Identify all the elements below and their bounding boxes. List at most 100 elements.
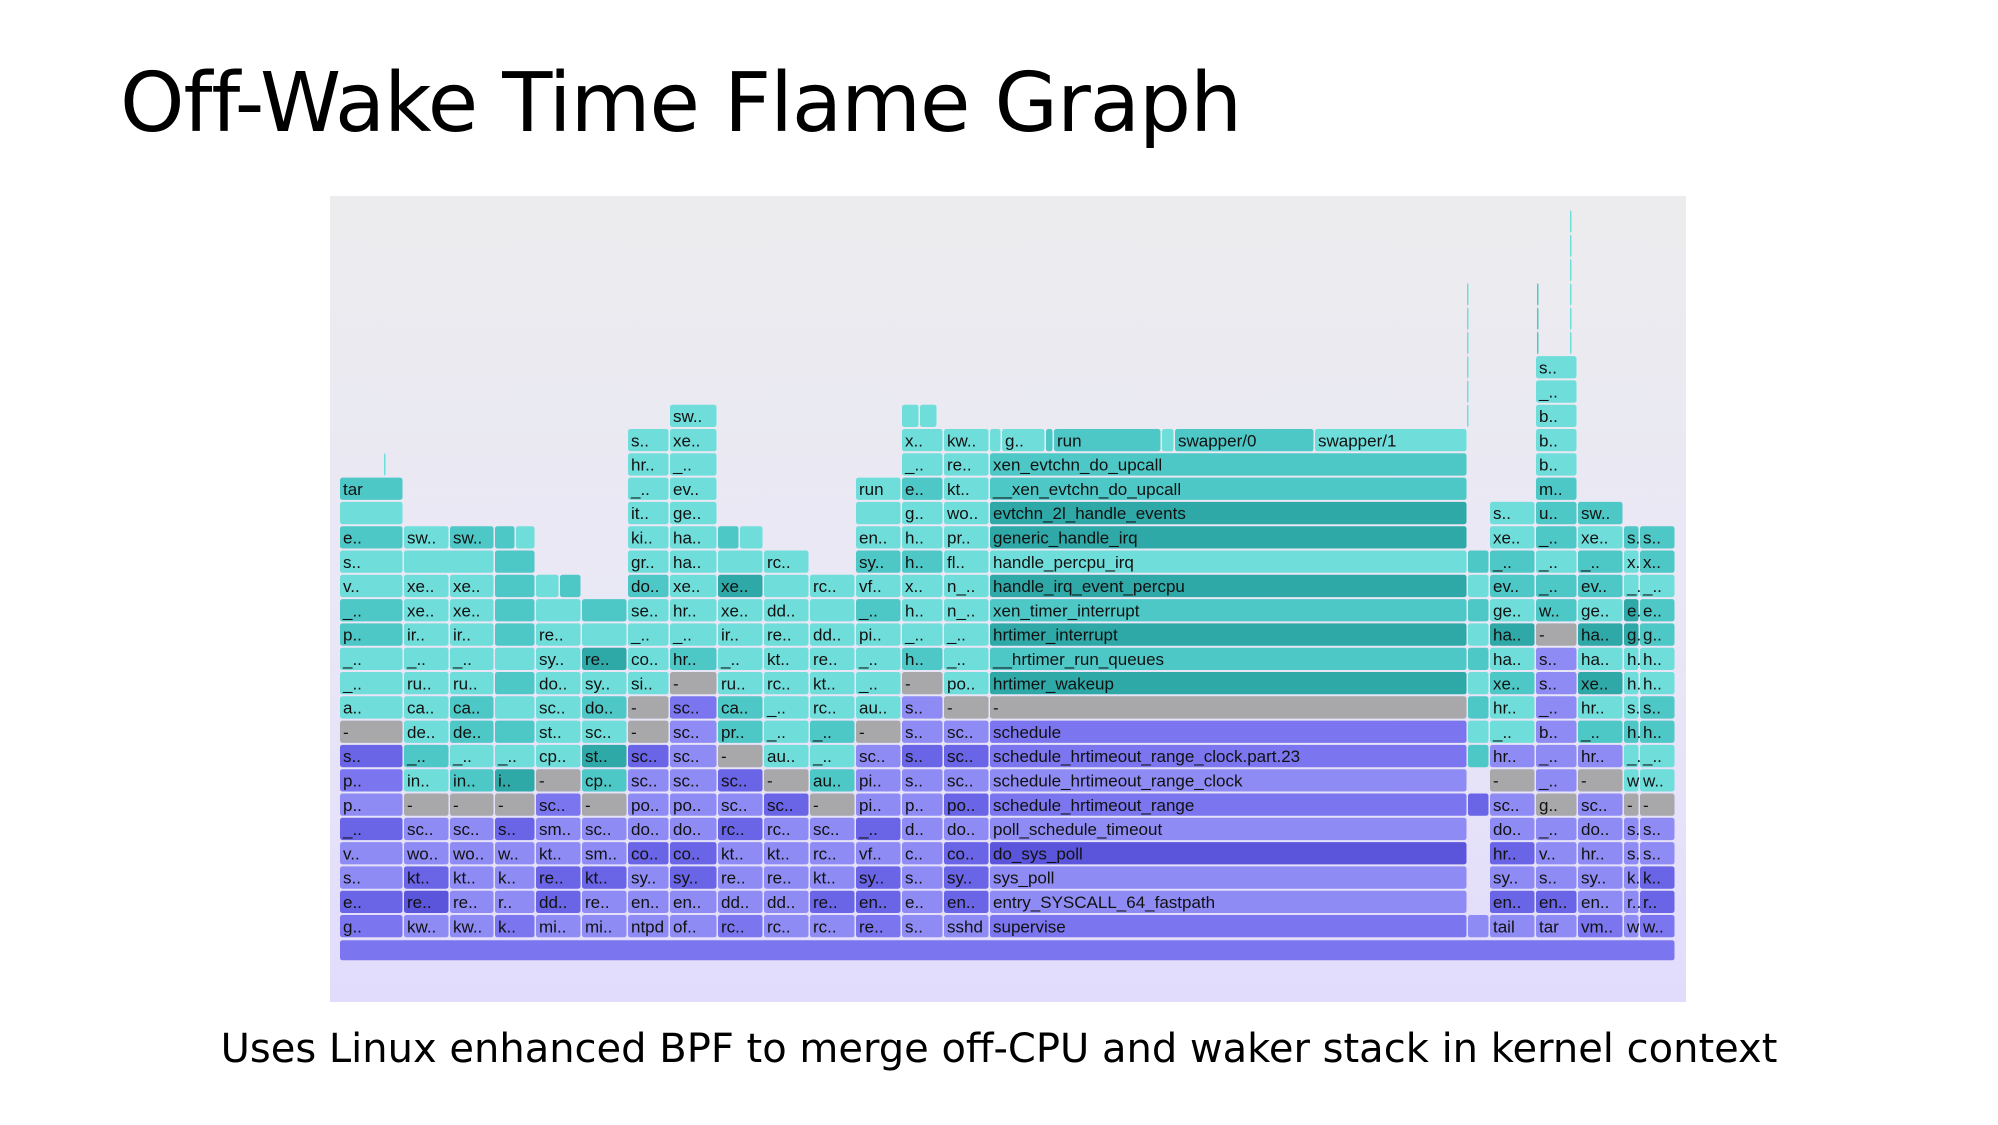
- flame-frame[interactable]: _..: [1536, 744, 1577, 768]
- flame-frame[interactable]: _..: [902, 453, 943, 476]
- flame-frame[interactable]: sw..: [450, 526, 494, 549]
- flame-frame[interactable]: de..: [450, 720, 494, 743]
- flame-frame[interactable]: do..: [628, 817, 669, 841]
- flame-frame[interactable]: d..: [902, 817, 943, 841]
- flame-frame[interactable]: sc..: [718, 793, 763, 816]
- flame-frame[interactable]: xe..: [1490, 526, 1535, 549]
- flame-frame[interactable]: _..: [404, 744, 449, 768]
- flame-frame[interactable]: [1468, 672, 1489, 695]
- flame-frame[interactable]: re..: [404, 890, 449, 913]
- flame-frame[interactable]: run: [856, 477, 901, 500]
- flame-frame[interactable]: ha..: [670, 550, 717, 573]
- flame-frame[interactable]: _..: [1536, 817, 1577, 841]
- flame-frame[interactable]: _..: [670, 453, 717, 476]
- flame-frame[interactable]: -: [718, 744, 763, 768]
- flame-frame[interactable]: [856, 501, 901, 525]
- flame-frame[interactable]: [1467, 331, 1469, 355]
- flame-frame[interactable]: hrtimer_wakeup: [990, 672, 1467, 695]
- flame-frame[interactable]: w..: [1536, 599, 1577, 622]
- flame-frame[interactable]: h..: [902, 550, 943, 573]
- flame-frame[interactable]: -: [1490, 769, 1535, 792]
- flame-frame[interactable]: xen_timer_interrupt: [990, 599, 1467, 622]
- flame-frame[interactable]: do..: [670, 817, 717, 841]
- flame-frame[interactable]: b..: [1536, 720, 1577, 743]
- flame-frame[interactable]: _..: [340, 672, 403, 695]
- flame-frame[interactable]: hr..: [1490, 696, 1535, 719]
- flame-frame[interactable]: hr..: [1578, 696, 1623, 719]
- flame-frame[interactable]: r..: [1640, 890, 1675, 913]
- flame-frame[interactable]: dd..: [536, 890, 581, 913]
- flame-frame[interactable]: k..: [495, 866, 535, 889]
- flame-frame[interactable]: -: [764, 769, 809, 792]
- flame-frame[interactable]: r..: [1624, 890, 1641, 913]
- flame-frame[interactable]: ca..: [450, 696, 494, 719]
- flame-frame[interactable]: [1467, 307, 1469, 330]
- flame-frame[interactable]: s..: [902, 915, 943, 938]
- flame-frame[interactable]: sc..: [1578, 793, 1623, 816]
- flame-frame[interactable]: _..: [1536, 574, 1577, 598]
- flame-frame[interactable]: -: [902, 672, 943, 695]
- flame-frame[interactable]: en..: [856, 526, 901, 549]
- flame-frame[interactable]: xe..: [1578, 526, 1623, 549]
- flame-frame[interactable]: _..: [1536, 696, 1577, 719]
- flame-frame[interactable]: tar: [340, 477, 403, 500]
- flame-frame[interactable]: rc..: [810, 842, 855, 865]
- flame-frame[interactable]: ge..: [1490, 599, 1535, 622]
- flame-frame[interactable]: b..: [1536, 453, 1577, 476]
- flame-frame[interactable]: -: [404, 793, 449, 816]
- flame-frame[interactable]: mi..: [536, 915, 581, 938]
- flame-frame[interactable]: sy..: [944, 866, 989, 889]
- flame-frame[interactable]: sshd: [944, 915, 989, 938]
- flame-frame[interactable]: sc..: [670, 720, 717, 743]
- flame-frame[interactable]: re..: [582, 647, 627, 670]
- flame-frame[interactable]: g..: [902, 501, 943, 525]
- flame-frame[interactable]: en..: [856, 890, 901, 913]
- flame-frame[interactable]: sw..: [670, 404, 717, 427]
- flame-frame[interactable]: m..: [1536, 477, 1577, 500]
- flame-frame[interactable]: vm..: [1578, 915, 1623, 938]
- flame-frame[interactable]: generic_handle_irq: [990, 526, 1467, 549]
- flame-frame[interactable]: [1468, 915, 1489, 938]
- flame-frame[interactable]: i..: [495, 769, 535, 792]
- flame-frame[interactable]: co..: [944, 842, 989, 865]
- flame-frame[interactable]: s..: [1640, 817, 1675, 841]
- flame-frame[interactable]: [340, 940, 1675, 961]
- flame-frame[interactable]: p..: [340, 623, 403, 646]
- flame-frame[interactable]: s..: [340, 744, 403, 768]
- flame-frame[interactable]: kt..: [944, 477, 989, 500]
- flame-frame[interactable]: sc..: [810, 817, 855, 841]
- flame-frame[interactable]: h..: [1640, 720, 1675, 743]
- flame-frame[interactable]: xe..: [404, 599, 449, 622]
- flame-frame[interactable]: kt..: [810, 672, 855, 695]
- flame-frame[interactable]: sc..: [582, 720, 627, 743]
- flame-frame[interactable]: tar: [1536, 915, 1577, 938]
- flame-frame[interactable]: re..: [450, 890, 494, 913]
- flame-frame[interactable]: g..: [340, 915, 403, 938]
- flame-frame[interactable]: poll_schedule_timeout: [990, 817, 1467, 841]
- flame-frame[interactable]: ev..: [1578, 574, 1623, 598]
- flame-frame[interactable]: re..: [582, 890, 627, 913]
- flame-frame[interactable]: [1570, 258, 1572, 282]
- flame-frame[interactable]: [1468, 744, 1489, 768]
- flame-frame[interactable]: do..: [1490, 817, 1535, 841]
- flame-frame[interactable]: sc..: [944, 769, 989, 792]
- flame-frame[interactable]: schedule: [990, 720, 1467, 743]
- flame-frame[interactable]: a..: [340, 696, 403, 719]
- flame-frame[interactable]: _..: [340, 817, 403, 841]
- flame-frame[interactable]: [495, 647, 535, 670]
- flame-frame[interactable]: [1467, 404, 1469, 427]
- flame-frame[interactable]: swapper/0: [1175, 429, 1314, 452]
- flame-frame[interactable]: se..: [628, 599, 669, 622]
- flame-frame[interactable]: kt..: [404, 866, 449, 889]
- flame-frame[interactable]: s..: [902, 720, 943, 743]
- flame-frame[interactable]: e..: [902, 477, 943, 500]
- flame-frame[interactable]: [1162, 429, 1174, 452]
- flame-frame[interactable]: [495, 526, 515, 549]
- flame-frame[interactable]: -: [450, 793, 494, 816]
- flame-frame[interactable]: de..: [404, 720, 449, 743]
- flame-frame[interactable]: _..: [856, 817, 901, 841]
- flame-frame[interactable]: dd..: [764, 890, 809, 913]
- flame-frame[interactable]: kt..: [582, 866, 627, 889]
- flame-frame[interactable]: x..: [902, 429, 943, 452]
- flame-frame[interactable]: [1570, 210, 1572, 233]
